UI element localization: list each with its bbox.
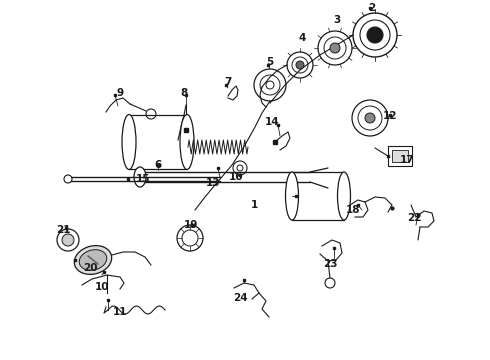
Text: 23: 23	[323, 259, 337, 269]
Text: 7: 7	[224, 77, 232, 87]
Text: 20: 20	[83, 263, 97, 273]
Text: 3: 3	[333, 15, 341, 25]
Text: 9: 9	[117, 88, 123, 98]
Text: 16: 16	[229, 172, 243, 182]
Text: 2: 2	[368, 3, 376, 13]
Text: 4: 4	[298, 33, 306, 43]
Text: 11: 11	[113, 307, 127, 317]
Text: 18: 18	[346, 205, 360, 215]
Text: 24: 24	[233, 293, 247, 303]
Text: 22: 22	[407, 213, 421, 223]
Circle shape	[296, 61, 304, 69]
Ellipse shape	[338, 172, 350, 220]
Text: 21: 21	[56, 225, 70, 235]
Circle shape	[367, 27, 383, 43]
Text: 17: 17	[400, 155, 415, 165]
Text: 1: 1	[250, 200, 258, 210]
Ellipse shape	[180, 114, 194, 170]
Bar	[392, 150, 408, 162]
Bar	[388, 146, 412, 166]
Text: 19: 19	[184, 220, 198, 230]
Text: 5: 5	[267, 57, 273, 67]
Text: 8: 8	[180, 88, 188, 98]
Circle shape	[330, 43, 340, 53]
Ellipse shape	[134, 167, 146, 187]
Text: 10: 10	[95, 282, 109, 292]
Text: 15: 15	[136, 174, 150, 184]
Circle shape	[365, 113, 375, 123]
Ellipse shape	[74, 246, 112, 274]
Circle shape	[64, 175, 72, 183]
Circle shape	[62, 234, 74, 246]
Text: 13: 13	[206, 178, 220, 188]
Text: 12: 12	[383, 111, 397, 121]
Text: 6: 6	[154, 160, 162, 170]
Text: 14: 14	[265, 117, 279, 127]
Ellipse shape	[122, 114, 136, 170]
Ellipse shape	[286, 172, 298, 220]
Ellipse shape	[79, 250, 107, 270]
